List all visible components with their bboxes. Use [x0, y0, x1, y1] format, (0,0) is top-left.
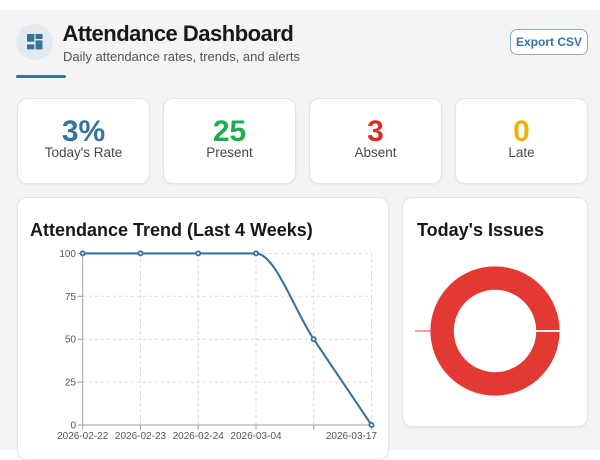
svg-text:2026-03-17: 2026-03-17	[326, 431, 378, 442]
svg-text:50: 50	[65, 335, 77, 346]
svg-text:25: 25	[65, 378, 77, 389]
svg-text:100: 100	[59, 249, 76, 260]
svg-text:75: 75	[65, 292, 77, 303]
svg-text:2026-02-22: 2026-02-22	[57, 431, 109, 442]
svg-text:2026-02-24: 2026-02-24	[173, 431, 225, 442]
svg-text:2026-02-23: 2026-02-23	[115, 431, 167, 442]
svg-text:0: 0	[70, 421, 76, 432]
svg-text:2026-03-04: 2026-03-04	[230, 431, 282, 442]
